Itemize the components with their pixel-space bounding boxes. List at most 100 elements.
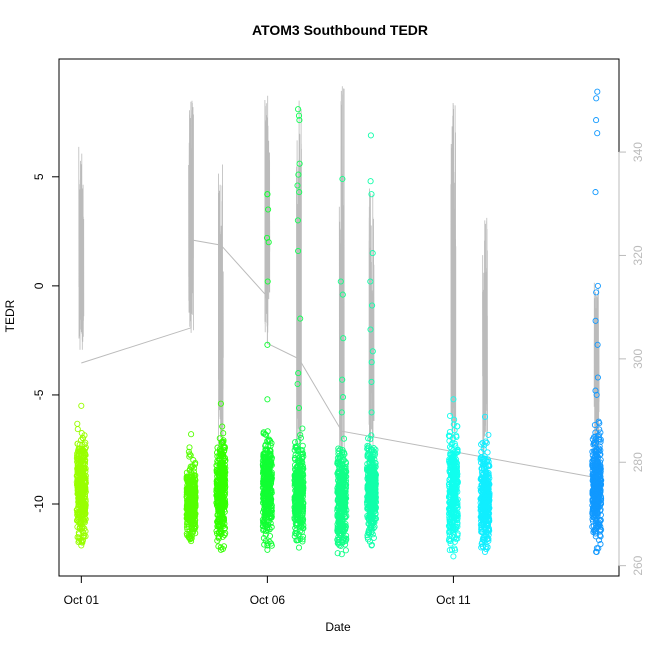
data-point-outlier: [294, 380, 301, 388]
data-point-outlier: [594, 130, 601, 137]
data-point: [369, 518, 376, 525]
data-point-outlier: [296, 189, 303, 196]
series-cluster-5: [291, 106, 307, 551]
data-point: [336, 453, 343, 460]
data-point-min: [338, 551, 345, 558]
x-axis-label: Date: [325, 620, 351, 634]
data-point: [337, 531, 344, 538]
data-point: [74, 469, 81, 477]
data-point-outlier: [368, 191, 375, 198]
data-point: [74, 476, 81, 483]
data-point: [337, 454, 344, 461]
data-point-outlier: [367, 326, 374, 333]
data-point: [364, 514, 371, 521]
data-point: [82, 533, 89, 540]
data-point-max: [338, 409, 345, 416]
data-point: [299, 518, 306, 525]
data-point: [216, 498, 223, 506]
data-point: [483, 482, 490, 489]
data-point: [219, 494, 226, 501]
data-point: [446, 458, 453, 465]
data-point: [597, 479, 604, 486]
y2-tick-label: 320: [631, 245, 645, 265]
data-point: [589, 496, 596, 503]
data-point: [451, 453, 458, 460]
series-cluster-7: [364, 132, 380, 549]
data-point: [213, 462, 220, 469]
data-point: [296, 467, 303, 474]
data-point: [220, 517, 228, 524]
data-point: [366, 490, 373, 497]
data-point-outlier: [592, 189, 599, 196]
data-point: [187, 479, 194, 486]
data-point: [266, 484, 273, 491]
data-point: [260, 535, 267, 542]
data-point: [217, 476, 224, 483]
data-point-max: [188, 431, 195, 438]
x-tick-label: Oct 11: [436, 593, 471, 607]
data-point: [342, 547, 349, 554]
data-point: [479, 514, 486, 521]
data-point: [481, 514, 488, 521]
data-point: [478, 448, 485, 456]
data-point: [479, 543, 486, 550]
data-point: [334, 521, 341, 528]
series-cluster-9: [477, 413, 493, 556]
secondary-spike-3: [218, 164, 224, 450]
data-point: [446, 532, 453, 539]
data-point-outlier: [295, 370, 302, 377]
data-point: [267, 437, 274, 444]
data-point: [372, 504, 379, 511]
data-point: [184, 499, 191, 506]
data-point: [218, 472, 225, 479]
data-point: [591, 526, 599, 533]
data-point: [485, 531, 492, 538]
data-point: [186, 466, 193, 473]
data-point-min: [368, 542, 375, 549]
chart-title: ATOM3 Southbound TEDR: [252, 22, 428, 38]
data-point: [451, 416, 458, 423]
data-point: [364, 493, 371, 500]
data-point-outlier: [339, 394, 347, 401]
data-point: [300, 479, 307, 486]
data-point: [264, 428, 271, 435]
data-point: [341, 527, 348, 535]
data-point: [338, 513, 345, 520]
data-point: [263, 431, 270, 438]
data-point: [477, 503, 484, 511]
data-point-outlier: [368, 378, 375, 385]
data-point: [293, 527, 300, 534]
data-point: [299, 425, 306, 432]
data-point: [451, 440, 458, 447]
x-tick-label: Oct 01: [64, 593, 100, 607]
data-point: [217, 450, 224, 457]
data-point: [452, 496, 460, 503]
data-point: [480, 534, 487, 541]
data-point: [221, 525, 228, 533]
data-point: [448, 546, 456, 553]
data-point: [596, 532, 603, 539]
data-point: [222, 457, 229, 464]
data-point: [334, 484, 341, 491]
data-point: [268, 474, 275, 481]
data-point: [264, 475, 271, 482]
data-point: [192, 489, 199, 496]
data-point: [80, 466, 87, 473]
data-point: [342, 487, 349, 494]
data-point: [219, 423, 226, 430]
data-point: [215, 505, 222, 512]
data-point: [365, 505, 372, 512]
data-point: [292, 492, 299, 499]
data-point: [451, 476, 458, 483]
data-point: [74, 426, 81, 433]
data-point: [335, 492, 342, 499]
data-point: [595, 454, 602, 461]
data-point: [339, 446, 346, 454]
data-point-outlier: [295, 171, 302, 178]
data-point: [335, 461, 342, 468]
data-point-outlier: [594, 282, 601, 289]
data-point: [76, 460, 83, 467]
data-point: [337, 497, 344, 504]
data-point: [82, 444, 89, 451]
data-point-min: [295, 544, 303, 551]
